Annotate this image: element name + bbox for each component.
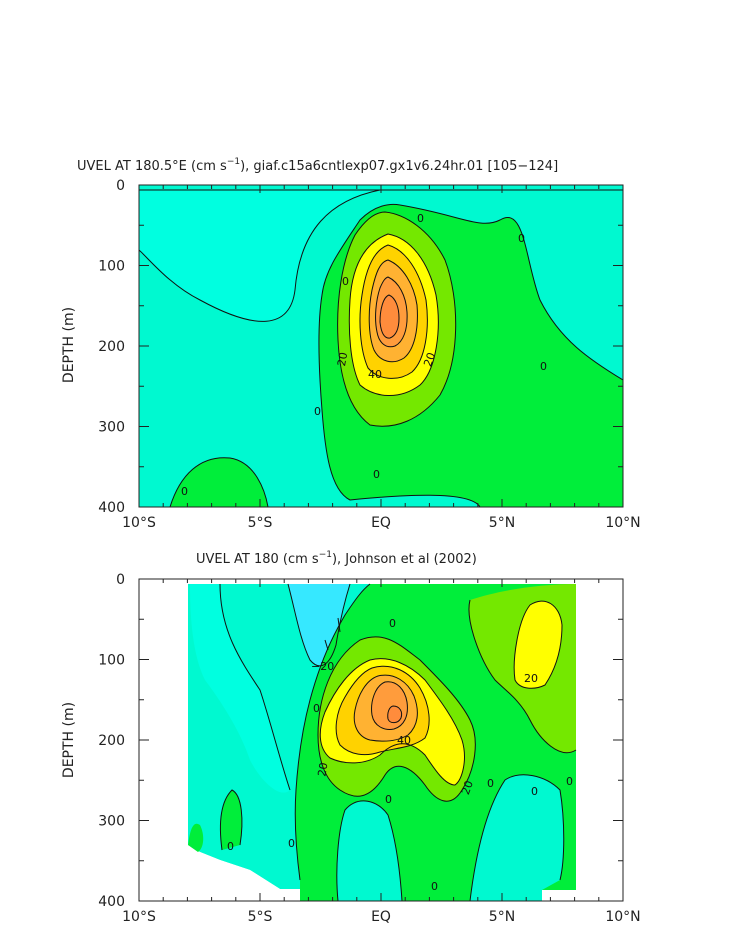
y-tick-label-observed: 200 bbox=[98, 733, 125, 749]
x-tick-label-model: EQ bbox=[371, 515, 391, 531]
y-tick-label-observed: 100 bbox=[98, 653, 125, 669]
x-tick-label-model: 5°N bbox=[489, 515, 515, 531]
clabel-o8: 0 bbox=[531, 785, 538, 798]
fill-negative-west-obs bbox=[190, 584, 290, 793]
clabel-o3: 0 bbox=[313, 702, 320, 715]
fill-west-blob-1 bbox=[220, 790, 242, 850]
clabel-o11: 20 bbox=[315, 761, 330, 777]
x-tick-label-observed: 5°S bbox=[248, 909, 273, 925]
clabel-m3: 0 bbox=[342, 275, 349, 288]
clabel-o7: 0 bbox=[487, 777, 494, 790]
y-tick-label-observed: 400 bbox=[98, 894, 125, 910]
y-axis-label-observed: DEPTH (m) bbox=[61, 702, 77, 778]
panel-observed: UVEL AT 180 (cm s−1), Johnson et al (200… bbox=[61, 550, 641, 925]
contour-fills-observed: −20 0 0 0 0 0 0 0 0 0 20 20 20 40 bbox=[188, 583, 577, 901]
fill-ne-20 bbox=[514, 601, 562, 689]
contour-labels-observed: −20 0 0 0 0 0 0 0 0 0 20 20 20 40 bbox=[227, 617, 573, 893]
fill-missing-data bbox=[188, 845, 300, 901]
y-axis-label-model: DEPTH (m) bbox=[61, 307, 77, 383]
clabel-o9: 0 bbox=[566, 775, 573, 788]
clabel-o5: 0 bbox=[288, 837, 295, 850]
contour-labels-model: 0 0 0 0 0 0 0 20 20 40 bbox=[181, 212, 547, 498]
x-tick-label-observed: EQ bbox=[371, 909, 391, 925]
chart-title-model: UVEL AT 180.5°E (cm s−1), giaf.c15a6cntl… bbox=[77, 157, 558, 174]
clabel-m6: 0 bbox=[373, 468, 380, 481]
fill-negative-west bbox=[139, 190, 380, 322]
x-tick-label-observed: 10°S bbox=[122, 909, 156, 925]
clabel-o6: 0 bbox=[385, 793, 392, 806]
chart-title-observed: UVEL AT 180 (cm s−1), Johnson et al (200… bbox=[196, 550, 477, 567]
x-tick-label-model: 10°S bbox=[122, 515, 156, 531]
clabel-o14: 40 bbox=[397, 734, 411, 747]
clabel-o1: −20 bbox=[311, 660, 334, 673]
panel-model: UVEL AT 180.5°E (cm s−1), giaf.c15a6cntl… bbox=[61, 157, 641, 531]
fill-core-model bbox=[380, 295, 399, 339]
x-tick-label-model: 10°N bbox=[605, 515, 640, 531]
clabel-m7: 0 bbox=[181, 485, 188, 498]
y-tick-label-model: 400 bbox=[98, 500, 125, 516]
clabel-o13: 20 bbox=[459, 779, 476, 797]
y-tick-label-model: 100 bbox=[98, 259, 125, 275]
fill-west-blob-2 bbox=[188, 823, 204, 852]
y-tick-label-observed: 300 bbox=[98, 814, 125, 830]
x-tick-label-observed: 5°N bbox=[489, 909, 515, 925]
x-tick-label-observed: 10°N bbox=[605, 909, 640, 925]
clabel-m1: 0 bbox=[417, 212, 424, 225]
clabel-o12: 20 bbox=[524, 672, 538, 685]
clabel-m9: 20 bbox=[421, 351, 438, 369]
fill-sw-blob bbox=[170, 457, 268, 507]
clabel-m4: 0 bbox=[540, 360, 547, 373]
fill-east-cyan-tongue bbox=[470, 774, 564, 901]
fill-deep-cyan-tongue bbox=[336, 800, 402, 901]
clabel-o10: 0 bbox=[431, 880, 438, 893]
clabel-m8: 20 bbox=[335, 351, 350, 367]
x-tick-label-model: 5°S bbox=[248, 515, 273, 531]
y-tick-label-model: 300 bbox=[98, 420, 125, 436]
y-tick-label-model: 0 bbox=[116, 178, 125, 194]
contour-fills-model: 0 0 0 0 0 0 0 20 20 40 bbox=[139, 185, 623, 507]
clabel-m10: 40 bbox=[368, 368, 382, 381]
contour-lines-observed bbox=[219, 583, 577, 901]
clabel-m5: 0 bbox=[314, 405, 321, 418]
clabel-o2: 0 bbox=[389, 617, 396, 630]
clabel-m2: 0 bbox=[518, 232, 525, 245]
y-tick-label-model: 200 bbox=[98, 339, 125, 355]
y-tick-label-observed: 0 bbox=[116, 572, 125, 588]
clabel-o4: 0 bbox=[227, 840, 234, 853]
fill-core-observed bbox=[387, 706, 402, 723]
